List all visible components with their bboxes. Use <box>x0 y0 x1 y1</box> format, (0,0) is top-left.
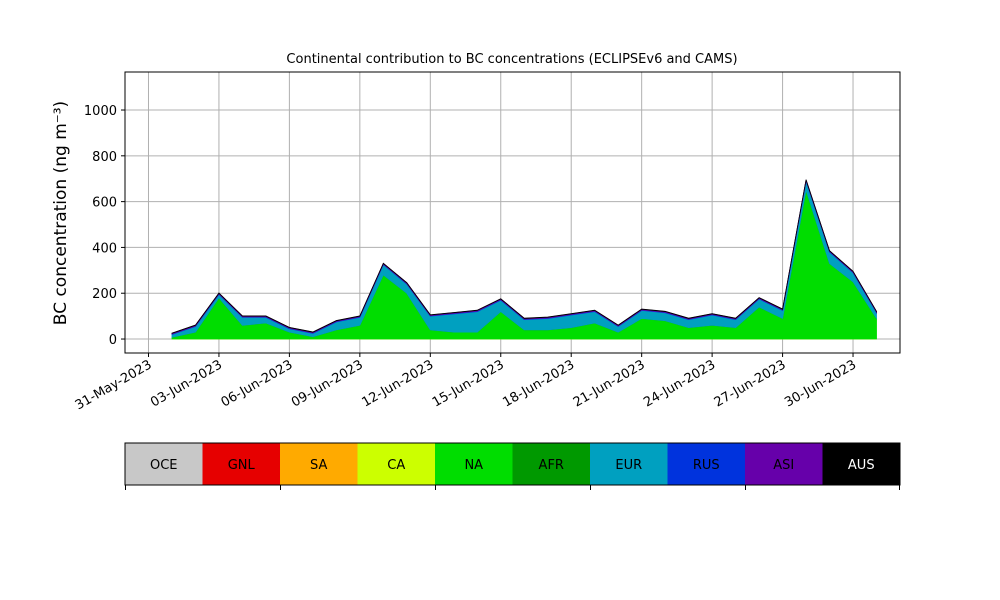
legend-swatch <box>125 443 203 485</box>
y-tick-label: 1000 <box>84 104 117 119</box>
legend-swatch <box>202 443 280 485</box>
x-tick-label: 21-Jun-2023 <box>571 357 648 410</box>
legend-label: ASI <box>773 458 794 473</box>
legend-frame <box>124 442 901 486</box>
area <box>171 190 877 340</box>
legend-swatch <box>435 443 513 485</box>
legend-swatch <box>590 443 668 485</box>
legend-label: AUS <box>848 458 875 473</box>
legend-swatch <box>280 443 358 485</box>
x-tick-label: 31-May-2023 <box>73 357 155 413</box>
y-axis-label: BC concentration (ng m⁻³) <box>51 101 71 325</box>
x-tick-label: 06-Jun-2023 <box>219 357 296 410</box>
legend-ticks <box>125 485 900 490</box>
legend-swatch <box>822 443 900 485</box>
plot-frame <box>124 71 901 354</box>
area <box>171 179 877 334</box>
x-tick-label: 24-Jun-2023 <box>641 357 718 410</box>
legend-swatch <box>357 443 435 485</box>
legend-label: AFR <box>539 458 564 473</box>
legend-swatch <box>667 443 745 485</box>
y-tick-label: 0 <box>109 333 117 348</box>
legend-swatch <box>512 443 590 485</box>
legend-swatch <box>745 443 823 485</box>
x-tick-label: 03-Jun-2023 <box>148 357 225 410</box>
y-tick-label: 800 <box>92 150 117 165</box>
legend-label: GNL <box>228 458 256 473</box>
legend-label: EUR <box>615 458 642 473</box>
legend-label: SA <box>310 458 327 473</box>
legend-label: RUS <box>693 458 720 473</box>
legend-label: NA <box>464 458 483 473</box>
y-tick-label: 200 <box>92 287 117 302</box>
x-tick-label: 15-Jun-2023 <box>430 357 507 410</box>
legend-label: CA <box>387 458 405 473</box>
x-tick-label: 27-Jun-2023 <box>712 357 789 410</box>
x-tick-label: 30-Jun-2023 <box>782 357 859 410</box>
y-tick-label: 600 <box>92 196 117 211</box>
legend-label: OCE <box>150 458 178 473</box>
chart-title: Continental contribution to BC concentra… <box>286 52 737 67</box>
y-tick-label: 400 <box>92 241 117 256</box>
x-tick-label: 12-Jun-2023 <box>359 357 436 410</box>
x-tick-label: 09-Jun-2023 <box>289 357 366 410</box>
x-tick-label: 18-Jun-2023 <box>500 357 577 410</box>
